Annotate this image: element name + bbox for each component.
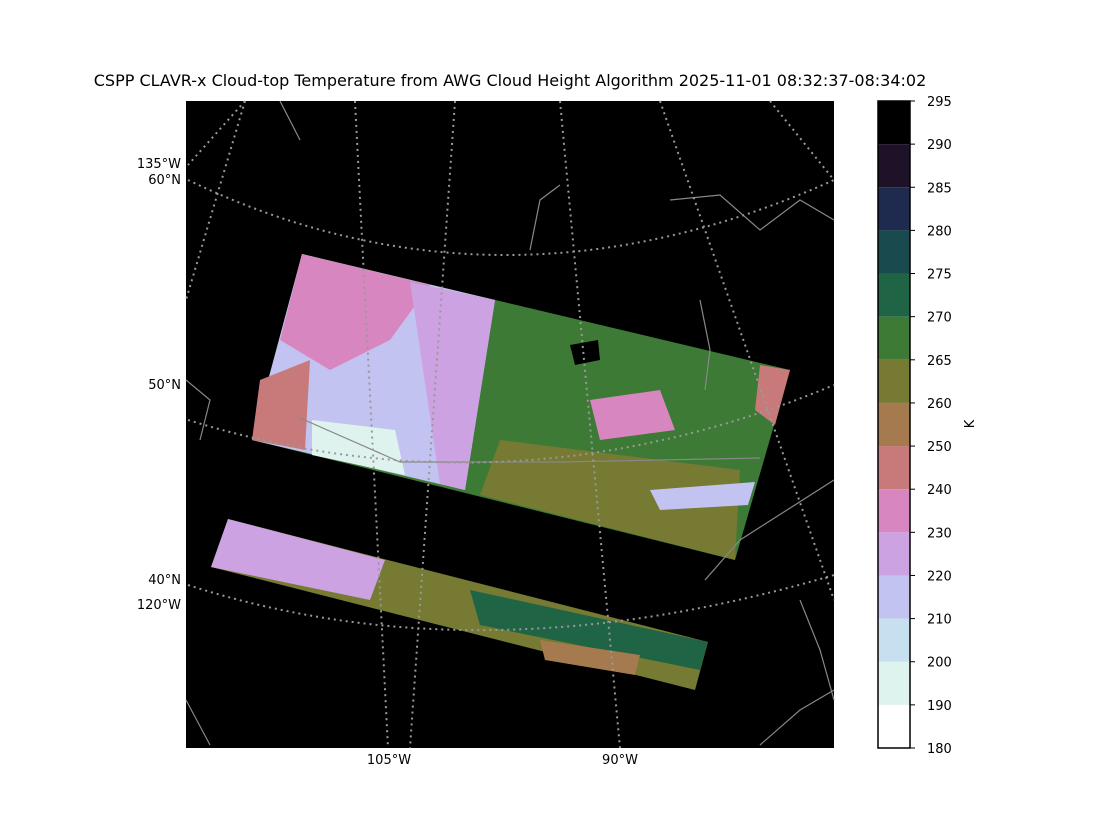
colorbar-segment: [878, 661, 910, 705]
colorbar-tick-label: 295: [927, 95, 952, 110]
cloud-region: [480, 440, 740, 560]
cloud-region: [470, 590, 708, 670]
cloud-region: [410, 282, 495, 490]
lon-label: 135°W: [137, 157, 181, 172]
colorbar-tick-label: 290: [927, 138, 952, 153]
colorbar-segment: [878, 187, 910, 231]
graticule: [659, 100, 835, 601]
graticule: [769, 100, 835, 181]
colorbar-segment: [878, 359, 910, 403]
coastline: [185, 100, 835, 746]
colorbar-segment: [878, 402, 910, 447]
cloud-region: [280, 254, 430, 370]
graticule: [187, 100, 246, 166]
colorbar-segment: [878, 230, 910, 274]
lat-label: 60°N: [148, 173, 181, 188]
cloud-region: [211, 519, 385, 600]
colorbar-segment: [878, 101, 910, 145]
colorbar-tick-label: 200: [927, 656, 952, 671]
lat-label: 40°N: [148, 573, 181, 588]
colorbar-tick-label: 190: [927, 699, 952, 714]
colorbar-segment: [878, 144, 910, 188]
lon-label: 120°W: [137, 598, 181, 613]
colorbar-segment: [878, 532, 910, 576]
lat-label: 50°N: [148, 378, 181, 393]
colorbar-tick-label: 260: [927, 397, 952, 412]
map: [185, 100, 835, 749]
map-title: CSPP CLAVR-x Cloud-top Temperature from …: [94, 71, 927, 90]
colorbar-segment: [878, 273, 910, 317]
colorbar: 180 190 200 210 220 230 240 250 260 265 270 275 280 2…: [877, 95, 952, 757]
colorbar-tick-label: 285: [927, 181, 952, 196]
colorbar-tick-label: 250: [927, 440, 952, 455]
colorbar-segment: [878, 489, 910, 533]
colorbar-tick-label: 280: [927, 224, 952, 239]
graticule: [187, 179, 835, 256]
colorbar-tick-label: 230: [927, 526, 952, 541]
cloud-region: [252, 360, 310, 450]
colorbar-tick-label: 240: [927, 483, 952, 498]
colorbar-segment: [878, 446, 910, 490]
colorbar-tick-label: 265: [927, 354, 952, 369]
colorbar-tick-label: 210: [927, 613, 952, 628]
clear-region: [570, 340, 600, 365]
colorbar-segment: [878, 316, 910, 360]
colorbar-segment: [878, 704, 910, 748]
colorbar-tick-label: 275: [927, 268, 952, 283]
graticule: [559, 100, 621, 749]
cloud-region: [650, 482, 755, 510]
colorbar-frame: [877, 100, 911, 749]
graticule: [185, 100, 246, 301]
graticule: [409, 100, 456, 749]
lon-label: 105°W: [367, 753, 411, 768]
cloud-region: [540, 640, 640, 675]
colorbar-tick-label: 220: [927, 569, 952, 584]
colorbar-segment: [878, 575, 910, 619]
cloud-region: [755, 365, 790, 425]
colorbar-tick-label: 180: [927, 742, 952, 757]
lon-label: 90°W: [602, 753, 638, 768]
colorbar-segment: [878, 618, 910, 662]
cloud-region: [590, 390, 675, 440]
graticule: [187, 574, 835, 632]
colorbar-tick-label: 270: [927, 311, 952, 326]
colorbar-label: K: [963, 419, 978, 428]
